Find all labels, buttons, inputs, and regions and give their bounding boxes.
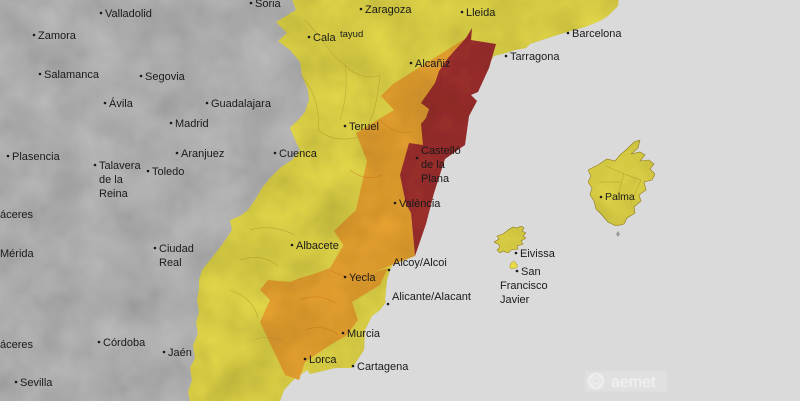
svg-text:Talavera: Talavera <box>99 160 141 172</box>
svg-text:Lorca: Lorca <box>309 354 337 366</box>
svg-text:Alcoy/Alcoi: Alcoy/Alcoi <box>393 257 447 269</box>
svg-text:tayud: tayud <box>340 29 363 40</box>
svg-text:Guadalajara: Guadalajara <box>211 98 272 110</box>
svg-text:Cartagena: Cartagena <box>357 361 409 373</box>
svg-text:áceres: áceres <box>0 339 34 351</box>
svg-text:Palma: Palma <box>605 191 635 203</box>
svg-text:Cuenca: Cuenca <box>279 148 318 160</box>
svg-text:Lleida: Lleida <box>466 7 496 19</box>
svg-text:Yecla: Yecla <box>349 272 376 284</box>
svg-text:Mérida: Mérida <box>0 248 35 260</box>
svg-text:València: València <box>399 198 441 210</box>
svg-text:Zamora: Zamora <box>38 30 77 42</box>
svg-text:Reina: Reina <box>99 188 129 200</box>
svg-text:Albacete: Albacete <box>296 240 339 252</box>
svg-text:Aranjuez: Aranjuez <box>181 148 224 160</box>
svg-text:Francisco: Francisco <box>500 280 548 292</box>
svg-text:Plasencia: Plasencia <box>12 151 61 163</box>
svg-text:Javier: Javier <box>500 294 530 306</box>
svg-text:Toledo: Toledo <box>152 166 184 178</box>
svg-text:Barcelona: Barcelona <box>572 28 622 40</box>
svg-text:Segovia: Segovia <box>145 71 186 83</box>
svg-text:Alicante/Alacant: Alicante/Alacant <box>392 291 471 303</box>
svg-text:Salamanca: Salamanca <box>44 69 100 81</box>
svg-text:Castelló: Castelló <box>421 145 461 157</box>
svg-text:Sevilla: Sevilla <box>20 377 53 389</box>
svg-text:San: San <box>521 266 541 278</box>
svg-text:de la: de la <box>421 159 446 171</box>
svg-text:Córdoba: Córdoba <box>103 337 146 349</box>
svg-text:Real: Real <box>159 257 182 269</box>
svg-text:Jaén: Jaén <box>168 347 192 359</box>
svg-text:de la: de la <box>99 174 124 186</box>
svg-text:Murcia: Murcia <box>347 328 381 340</box>
svg-text:Eivissa: Eivissa <box>520 248 556 260</box>
svg-text:Madrid: Madrid <box>175 118 209 130</box>
svg-text:Tarragona: Tarragona <box>510 51 560 63</box>
svg-text:Cala: Cala <box>313 32 337 44</box>
svg-text:Ciudad: Ciudad <box>159 243 194 255</box>
svg-text:Valladolid: Valladolid <box>105 8 152 20</box>
svg-text:Ávila: Ávila <box>109 97 134 110</box>
svg-text:Zaragoza: Zaragoza <box>365 4 412 16</box>
svg-text:Plana: Plana <box>421 173 450 185</box>
svg-text:aemet: aemet <box>611 374 656 391</box>
svg-text:Soria: Soria <box>255 0 282 10</box>
svg-text:Alcañiz: Alcañiz <box>415 58 450 70</box>
svg-text:Teruel: Teruel <box>349 121 379 133</box>
svg-text:áceres: áceres <box>0 209 34 221</box>
